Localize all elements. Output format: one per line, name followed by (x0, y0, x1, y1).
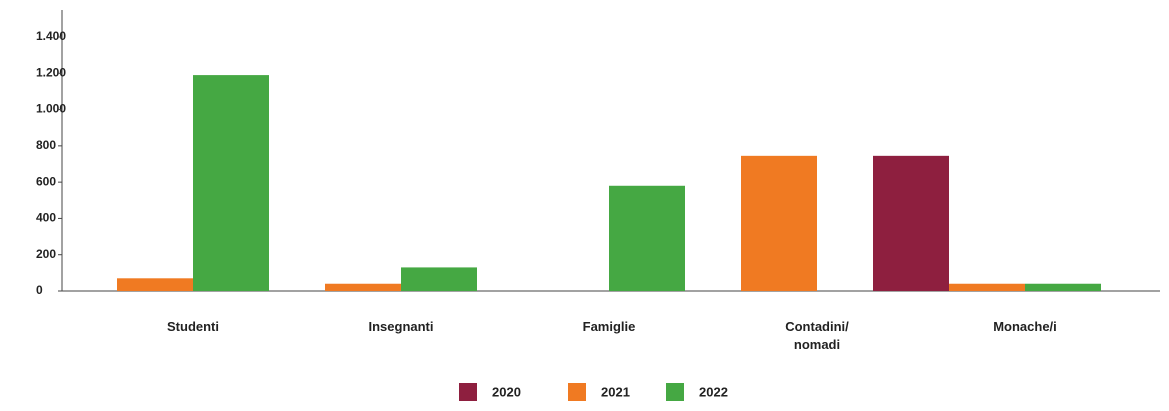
bar (1025, 283, 1101, 291)
bar (117, 278, 193, 291)
bar (325, 283, 401, 291)
x-tick-label: Contadini/ nomadi (785, 319, 849, 352)
y-tick-label: 200 (36, 247, 56, 261)
x-tick-label: Insegnanti (368, 319, 434, 334)
y-tick-label: 1.400 (36, 29, 66, 43)
bar (401, 267, 477, 291)
legend-swatch (459, 383, 477, 401)
x-tick-label: Famiglie (582, 319, 636, 334)
bar (873, 155, 949, 291)
bar (741, 155, 817, 291)
bar (609, 185, 685, 291)
y-tick-label: 400 (36, 211, 56, 225)
y-tick-label: 1.000 (36, 102, 66, 116)
y-tick-label: 1.200 (36, 65, 66, 79)
x-tick-label: Monache/i (993, 319, 1057, 334)
x-tick-label: Studenti (167, 319, 219, 334)
legend-swatch (666, 383, 684, 401)
bar (949, 283, 1025, 291)
y-tick-label: 600 (36, 174, 56, 188)
legend-label: 2020 (492, 384, 521, 399)
y-tick-label: 800 (36, 138, 56, 152)
legend-label: 2021 (601, 384, 630, 399)
bar (193, 75, 269, 291)
y-tick-label: 0 (36, 283, 43, 297)
legend-label: 2022 (699, 384, 728, 399)
legend-swatch (568, 383, 586, 401)
